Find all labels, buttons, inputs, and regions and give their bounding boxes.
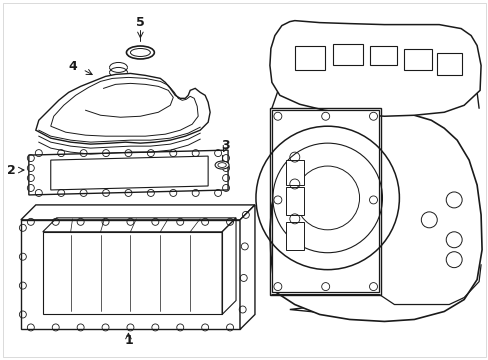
Polygon shape <box>436 54 461 75</box>
Polygon shape <box>285 222 303 250</box>
Polygon shape <box>21 205 254 220</box>
Polygon shape <box>369 45 397 66</box>
Polygon shape <box>332 44 362 66</box>
Text: 5: 5 <box>136 15 144 28</box>
Text: 2: 2 <box>6 163 15 176</box>
Text: 1: 1 <box>124 334 133 347</box>
Polygon shape <box>404 49 431 71</box>
Polygon shape <box>29 150 227 195</box>
Polygon shape <box>36 73 210 144</box>
Polygon shape <box>294 45 324 71</box>
Polygon shape <box>285 187 303 215</box>
Text: 4: 4 <box>68 60 77 73</box>
Polygon shape <box>271 110 379 292</box>
Polygon shape <box>269 110 481 321</box>
Polygon shape <box>21 220 240 329</box>
Polygon shape <box>285 160 303 185</box>
Polygon shape <box>269 21 480 116</box>
Polygon shape <box>240 205 254 329</box>
Ellipse shape <box>215 161 228 169</box>
Polygon shape <box>289 168 478 315</box>
Text: 3: 3 <box>220 139 229 152</box>
